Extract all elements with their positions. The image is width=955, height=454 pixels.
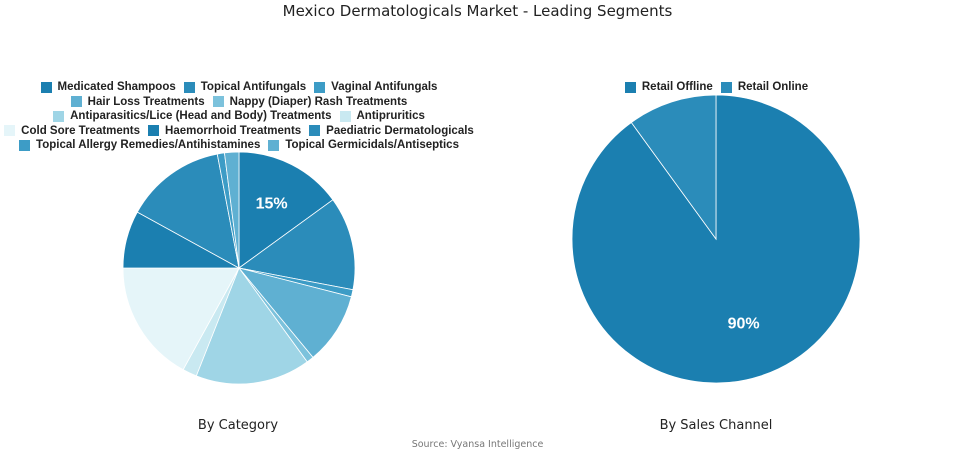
legend-label: Haemorrhoid Treatments	[165, 124, 302, 137]
legend-label: Nappy (Diaper) Rash Treatments	[229, 95, 408, 108]
legend-swatch	[70, 96, 82, 108]
pie-slice-retail-online	[630, 94, 717, 241]
pie-slice-antiparasitics-lice-head-and-body-treatments	[195, 267, 308, 385]
slice-value-label: 90%	[728, 315, 760, 332]
legend-label: Antipruritics	[356, 110, 425, 122]
pie-slice-paediatric-dermatologicals	[136, 153, 240, 269]
sales-channel-pie-chart: 90%	[571, 94, 861, 384]
legend-label: Topical Germicidals/Antiseptics	[285, 139, 459, 151]
legend-item-hair-loss-treatments: Hair Loss Treatments	[70, 95, 205, 110]
legend-item-vaginal-antifungals: Vaginal Antifungals	[314, 80, 437, 95]
legend-swatch	[53, 110, 65, 122]
legend-swatch	[40, 81, 52, 93]
legend-label: Topical Allergy Remedies/Antihistamines	[36, 139, 261, 151]
legend-swatch	[309, 125, 321, 137]
legend-item-medicated-shampoos: Medicated Shampoos	[40, 80, 176, 95]
category-legend: Medicated Shampoos Topical Antifungals Vag…	[0, 80, 478, 153]
legend-swatch	[19, 139, 31, 151]
legend-item-nappy-diaper-rash-treatments: Nappy (Diaper) Rash Treatments	[212, 95, 408, 110]
legend-swatch	[268, 139, 280, 151]
legend-label: Antiparasitics/Lice (Head and Body) Trea…	[70, 110, 332, 122]
sales-channel-legend: Retail Offline Retail Online	[478, 80, 955, 95]
legend-item-antiparasitics-lice-head-and-body-treatments: Antiparasitics/Lice (Head and Body) Trea…	[53, 109, 332, 124]
legend-item-topical-antifungals: Topical Antifungals	[183, 80, 307, 95]
legend-label: Hair Loss Treatments	[87, 95, 205, 108]
sales-channel-chart-title: By Sales Channel	[659, 418, 773, 433]
pie-slice-topical-germicidals-antiseptics	[224, 151, 240, 269]
legend-label: Topical Antifungals	[200, 81, 307, 93]
legend-swatch	[183, 81, 195, 93]
legend-swatch	[339, 110, 351, 122]
legend-swatch	[720, 81, 732, 93]
legend-label: Cold Sore Treatments	[21, 124, 141, 137]
legend-label: Vaginal Antifungals	[331, 81, 438, 93]
slice-value-label: 15%	[256, 195, 288, 212]
legend-item-paediatric-dermatologicals: Paediatric Dermatologicals	[309, 124, 474, 139]
legend-item-retail-offline: Retail Offline	[624, 80, 713, 95]
legend-label: Retail Online	[737, 81, 809, 93]
source-note: Source: Vyansa Intelligence	[411, 439, 544, 450]
legend-item-topical-allergy-remedies-antihistamines: Topical Allergy Remedies/Antihistamines	[19, 138, 260, 153]
page-title: Mexico Dermatologicals Market - Leading …	[282, 2, 673, 20]
pie-slice-cold-sore-treatments	[122, 267, 240, 371]
legend-item-antipruritics: Antipruritics	[339, 109, 425, 124]
legend-item-retail-online: Retail Online	[720, 80, 809, 95]
legend-label: Retail Offline	[641, 81, 713, 93]
legend-label: Medicated Shampoos	[57, 81, 176, 93]
legend-item-cold-sore-treatments: Cold Sore Treatments	[4, 124, 140, 139]
category-pie-chart: 15%	[122, 151, 356, 385]
pie-slice-hair-loss-treatments	[237, 267, 352, 358]
legend-swatch	[4, 125, 16, 137]
legend-swatch	[624, 81, 636, 93]
legend-swatch	[314, 81, 326, 93]
legend-swatch	[148, 125, 160, 137]
legend-item-haemorrhoid-treatments: Haemorrhoid Treatments	[148, 124, 301, 139]
category-chart-title: By Category	[197, 418, 279, 433]
legend-label: Paediatric Dermatologicals	[326, 124, 474, 137]
legend-swatch	[212, 96, 224, 108]
pie-slice-medicated-shampoos	[238, 151, 334, 269]
legend-item-topical-germicidals-antiseptics: Topical Germicidals/Antiseptics	[268, 138, 459, 153]
pie-slice-topical-antifungals	[238, 199, 356, 291]
